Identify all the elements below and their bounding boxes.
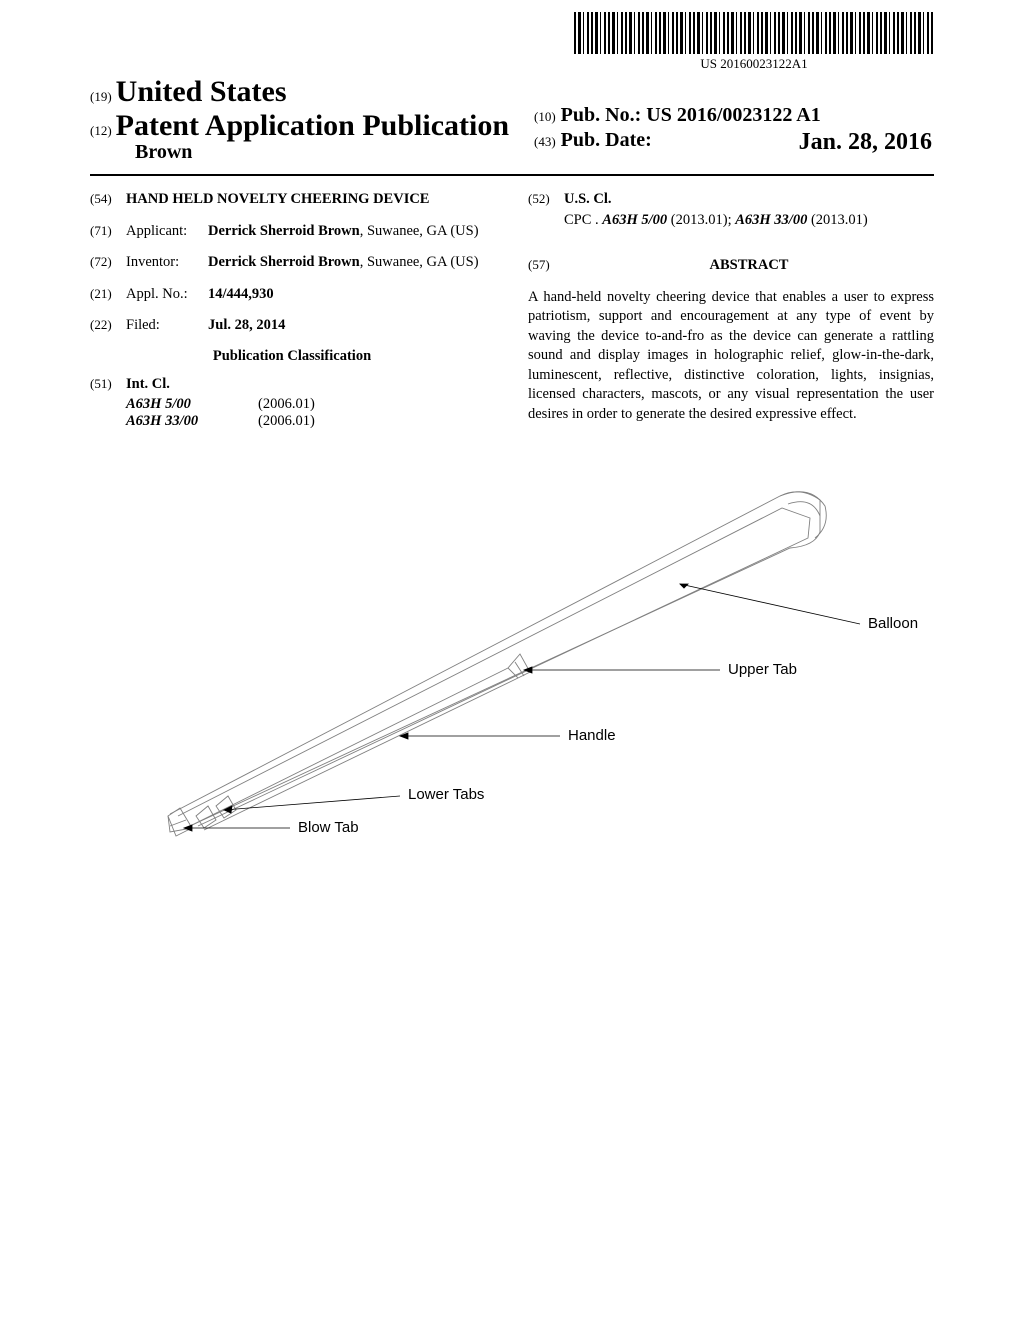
filed-value: Jul. 28, 2014 — [208, 316, 285, 336]
left-column: (54) HAND HELD NOVELTY CHEERING DEVICE (… — [90, 190, 494, 430]
inventor-label: Inventor: — [126, 253, 208, 273]
country-name: United States — [116, 75, 287, 108]
code-51: (51) — [90, 375, 126, 395]
code-54: (54) — [90, 190, 126, 210]
pub-classification-heading: Publication Classification — [90, 348, 494, 365]
code-57: (57) — [528, 257, 564, 274]
field-filed: (22) Filed: Jul. 28, 2014 — [90, 316, 494, 336]
publication-info: (10) Pub. No.: US 2016/0023122 A1 (43) P… — [534, 104, 932, 156]
intcl-list: A63H 5/00 (2006.01) A63H 33/00 (2006.01) — [126, 396, 494, 430]
intcl-class-0: A63H 5/00 — [126, 396, 258, 413]
intcl-ver-1: (2006.01) — [258, 413, 315, 430]
applicant-value: Derrick Sherroid Brown, Suwanee, GA (US) — [208, 222, 494, 242]
field-inventor: (72) Inventor: Derrick Sherroid Brown, S… — [90, 253, 494, 273]
uscl-label: U.S. Cl. — [564, 190, 612, 210]
fig-label-balloon: Balloon — [868, 615, 918, 632]
code-71: (71) — [90, 222, 126, 242]
filed-label: Filed: — [126, 316, 208, 336]
code-72: (72) — [90, 253, 126, 273]
pub-date-value: Jan. 28, 2016 — [799, 129, 932, 156]
applicant-loc: , Suwanee, GA (US) — [360, 223, 479, 239]
document-type: Patent Application Publication — [116, 109, 509, 142]
fig-label-upper-tab: Upper Tab — [728, 661, 797, 678]
applicant-name: Derrick Sherroid Brown — [208, 223, 360, 239]
prefix-43: (43) — [534, 134, 556, 149]
applno-value: 14/444,930 — [208, 285, 274, 305]
barcode-block: US 20160023122A1 — [574, 12, 934, 72]
prefix-10: (10) — [534, 109, 556, 124]
applno-label: Appl. No.: — [126, 285, 208, 305]
field-applno: (21) Appl. No.: 14/444,930 — [90, 285, 494, 305]
pub-date-label: Pub. Date: — [561, 129, 652, 151]
applicant-label: Applicant: — [126, 222, 208, 242]
uscl-item-0-cls: A63H 5/00 — [602, 212, 667, 228]
code-22: (22) — [90, 316, 126, 336]
fig-label-blow-tab: Blow Tab — [298, 819, 359, 836]
intcl-row: A63H 33/00 (2006.01) — [126, 413, 494, 430]
field-applicant: (71) Applicant: Derrick Sherroid Brown, … — [90, 222, 494, 242]
field-title: (54) HAND HELD NOVELTY CHEERING DEVICE — [90, 190, 494, 210]
title-value: HAND HELD NOVELTY CHEERING DEVICE — [126, 190, 429, 210]
intcl-ver-0: (2006.01) — [258, 396, 315, 413]
figure-svg — [120, 476, 940, 856]
prefix-12: (12) — [90, 123, 112, 138]
fig-label-handle: Handle — [568, 727, 616, 744]
field-intcl: (51) Int. Cl. — [90, 375, 494, 395]
right-column: (52) U.S. Cl. CPC . A63H 5/00 (2013.01);… — [528, 190, 934, 430]
bibliographic-columns: (54) HAND HELD NOVELTY CHEERING DEVICE (… — [90, 190, 934, 430]
intcl-row: A63H 5/00 (2006.01) — [126, 396, 494, 413]
abstract-header: (57) ABSTRACT — [528, 257, 934, 274]
pub-no-label: Pub. No.: — [561, 104, 642, 126]
intcl-class-1: A63H 33/00 — [126, 413, 258, 430]
uscl-item-1-ver: (2013.01) — [807, 212, 867, 228]
code-21: (21) — [90, 285, 126, 305]
intcl-label: Int. Cl. — [126, 375, 170, 395]
abstract-heading: ABSTRACT — [564, 257, 934, 274]
code-52: (52) — [528, 190, 564, 210]
patent-figure: Balloon Upper Tab Handle Lower Tabs Blow… — [120, 476, 940, 856]
inventor-name: Derrick Sherroid Brown — [208, 254, 360, 270]
uscl-item-0-ver: (2013.01); — [667, 212, 735, 228]
fig-label-lower-tabs: Lower Tabs — [408, 786, 484, 803]
header-divider — [90, 174, 934, 176]
uscl-item-1-cls: A63H 33/00 — [735, 212, 807, 228]
barcode-graphic — [574, 12, 934, 54]
inventor-value: Derrick Sherroid Brown, Suwanee, GA (US) — [208, 253, 494, 273]
barcode-text: US 20160023122A1 — [574, 56, 934, 72]
uscl-cpc-line: CPC . A63H 5/00 (2013.01); A63H 33/00 (2… — [564, 212, 934, 229]
cpc-label: CPC . — [564, 212, 599, 228]
abstract-text: A hand-held novelty cheering device that… — [528, 288, 934, 425]
inventor-loc: , Suwanee, GA (US) — [360, 254, 479, 270]
field-uscl: (52) U.S. Cl. — [528, 190, 934, 210]
prefix-19: (19) — [90, 89, 112, 104]
pub-no-value: US 2016/0023122 A1 — [646, 104, 820, 126]
